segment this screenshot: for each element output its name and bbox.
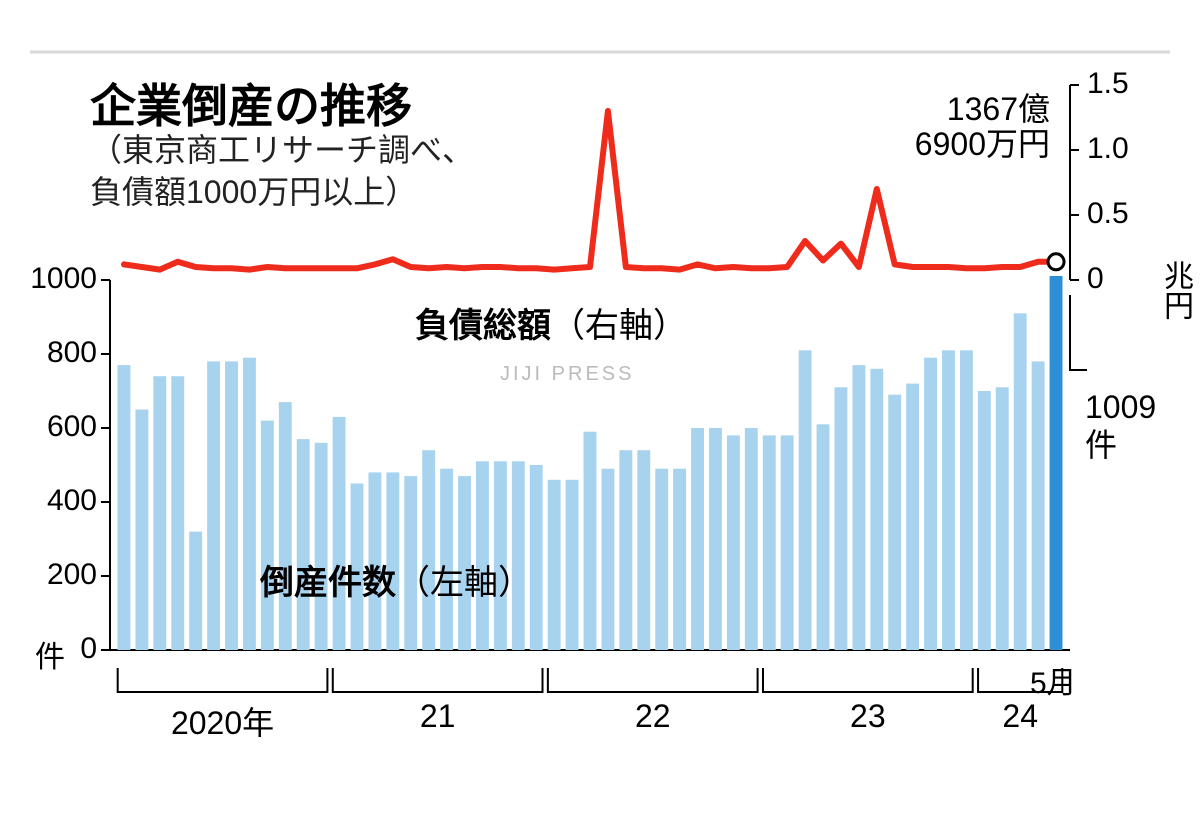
subtitle-line1: （東京商工リサーチ調べ、 <box>90 132 474 168</box>
bar-callout: 1009 件 <box>1085 388 1156 465</box>
bar-series-label: 倒産件数（左軸） <box>260 555 532 604</box>
left-axis-unit: 件 <box>35 632 65 676</box>
left-tick-label: 0 <box>80 632 97 666</box>
x-year-label: 21 <box>378 698 498 735</box>
x-year-label: 2020年 <box>163 698 283 744</box>
left-tick-label: 1000 <box>30 262 97 296</box>
left-tick-label: 400 <box>47 484 97 518</box>
bar-callout-unit: 件 <box>1085 427 1117 463</box>
chart-title: 企業倒産の推移 <box>90 70 412 136</box>
subtitle-line2: 負債額1000万円以上） <box>90 174 417 210</box>
line-series-main: 負債総額 <box>415 307 551 345</box>
x-last-month: 5月 <box>1030 658 1077 702</box>
x-year-label: 23 <box>808 698 928 735</box>
chart-container: 企業倒産の推移 （東京商工リサーチ調べ、 負債額1000万円以上） JIJI P… <box>0 0 1200 839</box>
watermark: JIJI PRESS <box>500 363 634 386</box>
bar-series-main: 倒産件数 <box>260 564 396 602</box>
right-tick-label: 0.5 <box>1087 197 1129 231</box>
left-tick-label: 800 <box>47 336 97 370</box>
right-tick-label: 1.0 <box>1087 132 1129 166</box>
right-axis-unit: 兆円 <box>1153 260 1197 320</box>
right-tick-label: 0 <box>1087 262 1104 296</box>
right-unit-2: 円 <box>1159 290 1192 320</box>
right-unit-1: 兆 <box>1159 260 1192 290</box>
left-tick-label: 200 <box>47 558 97 592</box>
chart-subtitle: （東京商工リサーチ調べ、 負債額1000万円以上） <box>90 130 474 213</box>
line-series-sub: （右軸） <box>551 307 687 345</box>
x-year-label: 22 <box>593 698 713 735</box>
right-tick-label: 1.5 <box>1087 67 1129 101</box>
line-callout-l1: 1367億 <box>947 91 1050 127</box>
x-year-label: 24 <box>960 698 1080 735</box>
line-series-label: 負債総額（右軸） <box>415 298 687 347</box>
line-callout-l2: 6900万円 <box>915 126 1050 162</box>
line-callout: 1367億 6900万円 <box>820 92 1050 162</box>
bar-callout-value: 1009 <box>1085 389 1156 425</box>
bar-series-sub: （左軸） <box>396 564 532 602</box>
left-tick-label: 600 <box>47 410 97 444</box>
